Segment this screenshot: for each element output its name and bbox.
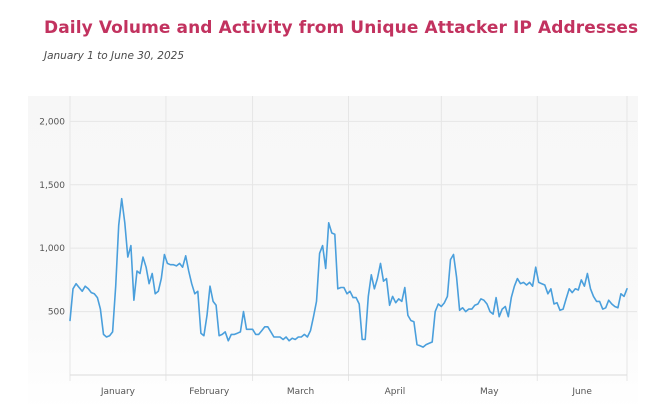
page-title: Daily Volume and Activity from Unique At… <box>44 18 639 38</box>
page-subtitle: January 1 to June 30, 2025 <box>44 50 185 62</box>
x-tick-label: March <box>287 387 314 397</box>
y-tick-label: 2,000 <box>39 117 65 127</box>
chart-panel: 500 1,000 1,500 2,000 January February March Ap… <box>28 96 638 409</box>
x-tick-label: April <box>385 387 406 397</box>
grid-layer <box>69 96 637 381</box>
line-chart: 500 1,000 1,500 2,000 January February March Ap… <box>39 96 637 397</box>
y-tick-label: 500 <box>48 308 65 318</box>
x-tick-label: February <box>189 387 230 397</box>
x-tick-label: January <box>100 387 136 397</box>
axis-layer: 500 1,000 1,500 2,000 January February March Ap… <box>39 117 627 397</box>
series-layer <box>69 197 628 348</box>
x-tick-label: June <box>571 387 592 397</box>
y-tick-label: 1,000 <box>39 244 65 254</box>
series-line <box>69 197 628 348</box>
y-tick-label: 1,500 <box>39 181 65 191</box>
x-tick-label: May <box>480 387 499 397</box>
